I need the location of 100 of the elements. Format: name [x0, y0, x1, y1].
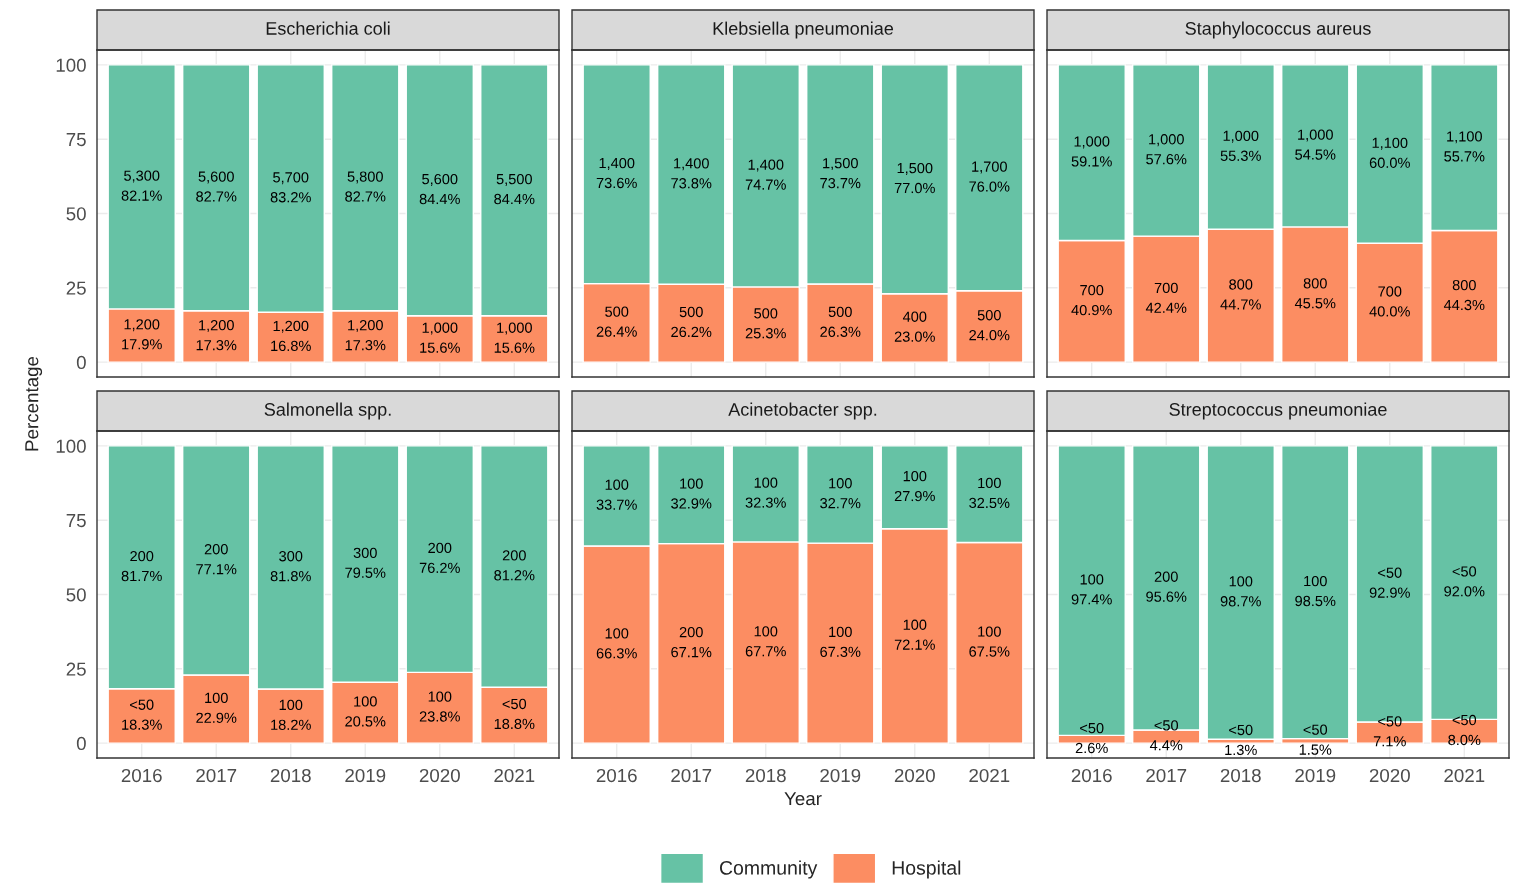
- data-label: 700 42.4%: [1145, 282, 1187, 313]
- data-label: <50 18.3%: [122, 699, 162, 730]
- data-label: 1,400 74.7%: [745, 159, 786, 190]
- data-label: 800 44.7%: [1220, 279, 1261, 310]
- data-label: 500 26.3%: [820, 306, 861, 337]
- x-tick-label: 2020: [894, 768, 935, 783]
- y-axis-title: Percentage: [25, 356, 43, 451]
- x-tick-label: 2020: [419, 768, 460, 783]
- data-label: 1,400 73.6%: [596, 157, 637, 189]
- chart-title: Staphylococcus aureus: [1185, 21, 1371, 39]
- data-label: 5,600 82.7%: [196, 171, 237, 202]
- data-label: 100 67.5%: [969, 626, 1010, 657]
- data-label: 1,000 55.3%: [1220, 130, 1261, 161]
- data-label: 1,000 15.6%: [420, 322, 460, 353]
- data-label: <50 4.4%: [1149, 720, 1183, 751]
- data-label: 100 67.3%: [820, 626, 861, 657]
- data-label: 1,700 76.0%: [969, 161, 1010, 192]
- y-tick-label: 75: [66, 133, 86, 147]
- data-label: 100 66.3%: [596, 628, 637, 659]
- data-label: 200 95.6%: [1146, 571, 1187, 602]
- data-label: 1,200 17.9%: [122, 319, 162, 350]
- data-label: <50 18.8%: [494, 698, 535, 730]
- data-label: 100 98.7%: [1220, 576, 1261, 607]
- x-tick-label: 2021: [494, 768, 535, 783]
- data-label: 100 18.2%: [271, 699, 311, 730]
- data-label: 200 81.2%: [494, 550, 535, 581]
- y-tick-label: 75: [66, 514, 86, 528]
- data-label: 300 79.5%: [345, 547, 386, 578]
- x-axis-title: Year: [784, 792, 822, 806]
- x-tick-label: 2017: [196, 768, 237, 783]
- y-tick-label: 50: [66, 207, 86, 221]
- chart-title: Acinetobacter spp.: [728, 402, 877, 420]
- data-label: 300 81.8%: [270, 551, 311, 582]
- data-label: 500 24.0%: [969, 310, 1010, 341]
- data-label: 5,600 84.4%: [419, 173, 460, 205]
- data-label: <50 92.0%: [1444, 566, 1485, 597]
- data-label: 1,200 17.3%: [345, 320, 386, 351]
- data-label: 200 77.1%: [196, 544, 237, 575]
- data-label: 1,100 60.0%: [1369, 137, 1410, 168]
- data-label: 5,700 83.2%: [270, 172, 311, 203]
- x-tick-label: 2016: [1071, 768, 1112, 783]
- data-label: 1,200 17.3%: [196, 320, 237, 351]
- data-label: 400 23.0%: [894, 311, 935, 342]
- data-label: <50 1.5%: [1299, 724, 1332, 755]
- y-tick-label: 100: [56, 439, 86, 453]
- x-tick-label: 2018: [270, 768, 311, 783]
- data-label: 1,400 73.8%: [671, 158, 712, 189]
- x-tick-label: 2021: [969, 768, 1010, 783]
- chart-title: Salmonella spp.: [264, 402, 391, 420]
- legend-label: Community: [719, 860, 818, 879]
- data-label: 100 72.1%: [894, 619, 935, 650]
- data-label: 100 98.5%: [1295, 575, 1336, 607]
- x-tick-label: 2019: [1295, 768, 1336, 783]
- x-tick-label: 2021: [1444, 768, 1485, 783]
- data-label: 1,200 16.8%: [271, 320, 311, 352]
- y-tick-label: 25: [66, 281, 86, 295]
- data-label: 5,800 82.7%: [345, 171, 386, 202]
- y-tick-label: 50: [66, 588, 86, 602]
- data-label: 1,500 73.7%: [820, 158, 861, 189]
- x-tick-label: 2019: [345, 768, 386, 783]
- x-tick-label: 2018: [1220, 768, 1261, 783]
- y-tick-label: 0: [76, 736, 86, 751]
- data-label: <50 2.6%: [1075, 722, 1108, 754]
- data-label: 100 32.5%: [969, 477, 1010, 509]
- data-label: 200 67.1%: [671, 627, 712, 658]
- data-label: 5,300 82.1%: [121, 170, 162, 201]
- bar: [1206, 445, 1275, 740]
- data-label: 1,100 55.7%: [1444, 131, 1485, 162]
- data-label: 100 20.5%: [345, 696, 386, 727]
- y-tick-label: 25: [66, 662, 86, 676]
- data-label: 200 81.7%: [121, 550, 162, 582]
- data-label: 1,000 59.1%: [1071, 136, 1112, 167]
- y-tick-label: 0: [76, 355, 86, 370]
- data-label: 1,500 77.0%: [894, 162, 935, 194]
- chart-title: Klebsiella pneumoniae: [713, 21, 894, 39]
- data-label: 5,500 84.4%: [494, 173, 535, 205]
- x-tick-label: 2016: [121, 768, 162, 783]
- x-tick-label: 2016: [596, 768, 637, 783]
- data-label: 100 23.8%: [419, 691, 460, 722]
- data-label: 100 67.7%: [745, 626, 786, 657]
- x-tick-label: 2020: [1369, 768, 1410, 783]
- data-label: 100 32.9%: [671, 478, 712, 509]
- data-label: 100 97.4%: [1071, 574, 1112, 605]
- data-label: 100 33.7%: [596, 479, 637, 510]
- data-label: 1,000 54.5%: [1295, 129, 1336, 160]
- chart-title: Streptococcus pneumoniae: [1169, 402, 1387, 420]
- data-label: 800 45.5%: [1294, 278, 1336, 309]
- x-tick-label: 2019: [820, 768, 861, 783]
- legend-label: Hospital: [892, 860, 961, 879]
- y-tick-label: 100: [56, 58, 86, 72]
- chart-title: Escherichia coli: [266, 21, 390, 35]
- x-tick-label: 2017: [1146, 768, 1187, 783]
- data-label: 200 76.2%: [419, 542, 460, 574]
- data-label: 100 32.3%: [745, 477, 786, 508]
- data-label: 100 32.7%: [820, 478, 861, 509]
- data-label: 700 40.0%: [1369, 286, 1410, 317]
- x-tick-label: 2018: [745, 768, 786, 783]
- data-label: 1,000 57.6%: [1146, 134, 1187, 165]
- data-label: 1,000 15.6%: [494, 322, 535, 353]
- data-label: <50 1.3%: [1225, 724, 1257, 756]
